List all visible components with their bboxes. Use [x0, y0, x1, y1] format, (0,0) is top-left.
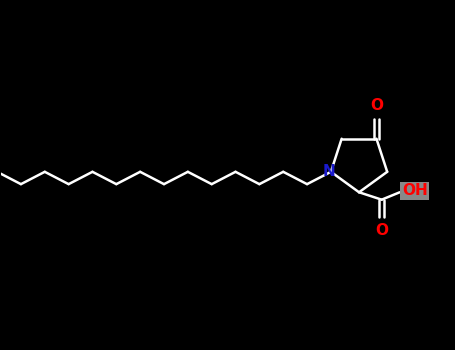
Text: O: O — [375, 223, 388, 238]
Text: O: O — [370, 98, 383, 113]
Text: OH: OH — [402, 183, 428, 198]
Text: N: N — [323, 164, 335, 179]
